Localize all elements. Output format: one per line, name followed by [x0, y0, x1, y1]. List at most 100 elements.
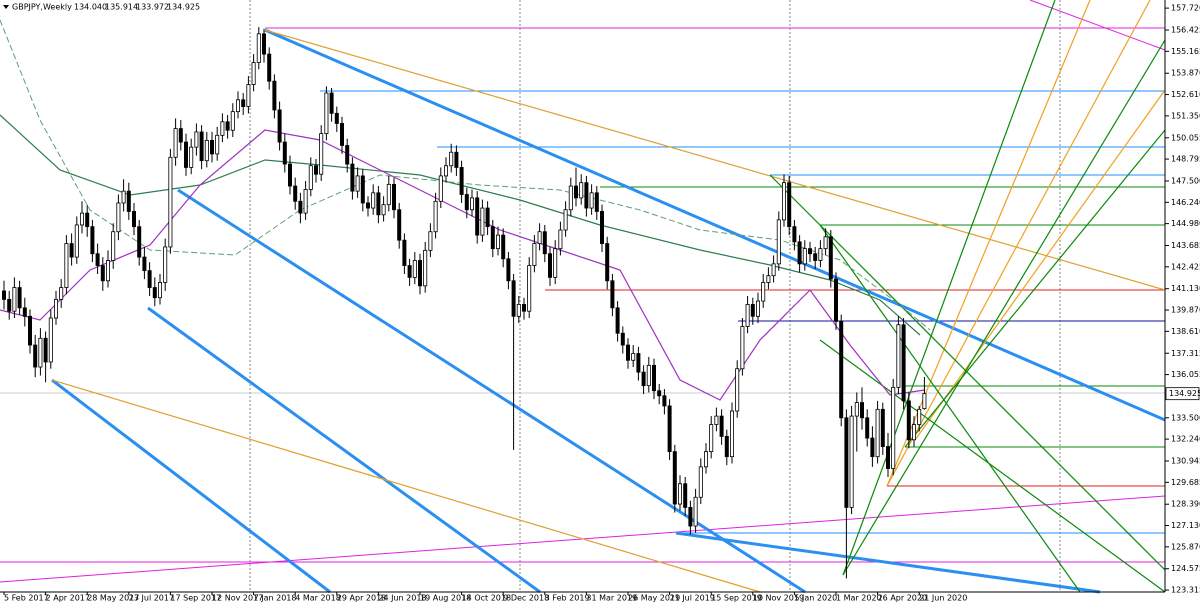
header-high: 135.914: [105, 3, 138, 12]
candle-body: [194, 131, 199, 148]
candle-body: [277, 109, 282, 143]
header-low: 133.972: [136, 3, 169, 12]
y-tick-label: 128.390: [1171, 500, 1200, 509]
candle-body: [339, 123, 344, 146]
trend-line: [51, 379, 761, 593]
fan-line: [769, 174, 1166, 571]
candle-body: [626, 344, 631, 361]
candle-body: [511, 280, 516, 317]
candle-body: [870, 437, 875, 458]
y-tick-label: 123.315: [1171, 586, 1200, 595]
x-tick-label: 31 Mar 2019: [586, 594, 637, 603]
candle-body: [558, 229, 563, 250]
fan-line: [886, 0, 1151, 487]
y-tick-label: 151.350: [1171, 111, 1200, 120]
candle-body: [698, 466, 703, 498]
candle-body: [459, 167, 464, 195]
candle-body: [490, 226, 495, 250]
candle-body: [886, 446, 891, 469]
y-tick-label: 153.870: [1171, 69, 1200, 78]
candle-body: [730, 410, 735, 458]
x-tick-label: 9 Dec 2018: [503, 594, 549, 603]
fan-line: [914, 89, 1166, 441]
candle-body: [428, 231, 433, 251]
candle-body: [880, 408, 885, 447]
candle-body: [480, 207, 485, 236]
fan-line: [842, 39, 1166, 576]
candle-body: [376, 192, 381, 216]
trend-line: [264, 29, 1166, 291]
menu-arrow[interactable]: [3, 5, 9, 9]
candle-body: [563, 209, 568, 231]
candle-body: [371, 192, 376, 209]
candle-body: [261, 33, 266, 55]
candle-body: [802, 248, 807, 265]
y-tick-label: 148.795: [1171, 155, 1200, 164]
candle-body: [912, 424, 917, 441]
candle-body: [584, 182, 589, 209]
candle-body: [709, 424, 714, 453]
x-tick-label: 12 Nov 2017: [212, 594, 263, 603]
candle-body: [163, 246, 168, 283]
y-tick-label: 152.610: [1171, 90, 1200, 99]
candle-body: [782, 182, 787, 221]
candle-body: [605, 243, 610, 282]
fan-line: [819, 339, 1166, 593]
candle-body: [537, 231, 542, 244]
candle-body: [121, 190, 126, 204]
candle-body: [111, 231, 116, 261]
candle-body: [54, 298, 59, 319]
y-tick-label: 137.315: [1171, 349, 1200, 358]
candle-body: [522, 304, 527, 312]
x-tick-label: 26 Apr 2020: [878, 594, 927, 603]
candle-body: [293, 185, 298, 202]
candle-body: [464, 194, 469, 211]
y-tick-label: 142.425: [1171, 262, 1200, 271]
y-tick-label: 133.500: [1171, 413, 1200, 422]
candle-body: [345, 145, 350, 165]
y-tick-label: 157.720: [1171, 4, 1200, 13]
candle-body: [740, 326, 745, 370]
x-tick-label: 17 Sep 2017: [170, 594, 221, 603]
candle-body: [329, 92, 334, 114]
y-tick-label: 156.425: [1171, 26, 1200, 35]
candle-body: [85, 212, 90, 228]
candle-body: [17, 287, 22, 309]
candle-body: [657, 390, 662, 397]
candle-body: [896, 324, 901, 388]
y-tick-label: 141.130: [1171, 284, 1200, 293]
candle-body: [272, 80, 277, 111]
channel-line: [51, 378, 331, 594]
candle-body: [548, 253, 553, 278]
candle-body: [402, 239, 407, 266]
x-tick-label: 15 Sep 2019: [711, 594, 762, 603]
fan-line: [819, 224, 1081, 593]
candle-body: [839, 320, 844, 419]
candle-body: [7, 298, 12, 312]
candle-body: [750, 304, 755, 317]
candle-body: [22, 307, 27, 317]
x-tick-label: 5 Feb 2017: [4, 594, 49, 603]
candle-body: [64, 243, 69, 288]
candle-body: [823, 236, 828, 250]
candle-body: [95, 253, 100, 266]
candle-body: [922, 393, 927, 410]
candle-body: [334, 112, 339, 124]
x-tick-label: 26 May 2019: [628, 594, 680, 603]
candle-body: [12, 287, 17, 312]
candle-body: [69, 243, 74, 258]
channel-line: [147, 306, 541, 594]
candle-body: [792, 226, 797, 243]
y-tick-label: 130.945: [1171, 456, 1200, 465]
candle-body: [116, 202, 121, 233]
x-tick-label: 19 Aug 2018: [420, 594, 471, 603]
candle-body: [48, 317, 53, 363]
candle-body: [532, 243, 537, 266]
candle-body: [849, 415, 854, 508]
candle-body: [865, 417, 870, 439]
x-tick-label: 10 Nov 2019: [753, 594, 804, 603]
y-tick-label: 132.240: [1171, 435, 1200, 444]
candle-body: [600, 211, 605, 244]
